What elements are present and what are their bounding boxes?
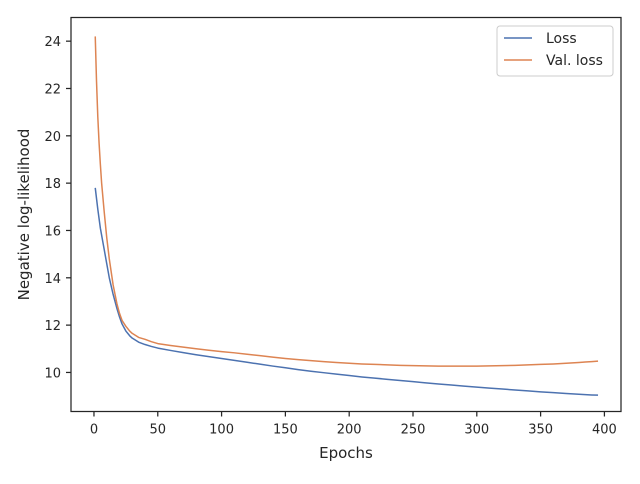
series-line-loss	[94, 187, 599, 396]
y-tick-label-24: 24	[44, 35, 61, 50]
x-tick-label-350: 350	[528, 423, 553, 438]
x-tick-label-250: 250	[401, 423, 426, 438]
series-layer	[94, 36, 599, 396]
x-tick-label-200: 200	[337, 423, 362, 438]
y-tick-label-18: 18	[44, 177, 61, 192]
y-tick-label-20: 20	[44, 130, 61, 145]
y-axis-label: Negative log-likelihood	[15, 129, 33, 301]
plot-frame	[70, 16, 622, 413]
x-tick-label-400: 400	[592, 423, 617, 438]
tick-layer: 0 50 100 150 200 250 300 350 400 10 12 14 16 18 20 22 24	[44, 35, 616, 437]
series-line-val-loss	[94, 36, 599, 367]
y-tick-label-12: 12	[44, 319, 61, 334]
x-tick-label-150: 150	[273, 423, 298, 438]
y-tick-label-10: 10	[44, 366, 61, 381]
y-tick-label-14: 14	[44, 272, 61, 287]
legend-label-val-loss: Val. loss	[546, 53, 603, 69]
y-tick-label-22: 22	[44, 82, 61, 97]
x-tick-label-300: 300	[464, 423, 489, 438]
x-tick-label-0: 0	[90, 423, 98, 438]
legend-label-loss: Loss	[546, 31, 577, 47]
legend: Loss Val. loss	[496, 25, 614, 77]
x-tick-label-100: 100	[209, 423, 234, 438]
x-axis-label: Epochs	[319, 444, 373, 462]
y-tick-label-16: 16	[44, 224, 61, 239]
x-tick-label-50: 50	[150, 423, 167, 438]
